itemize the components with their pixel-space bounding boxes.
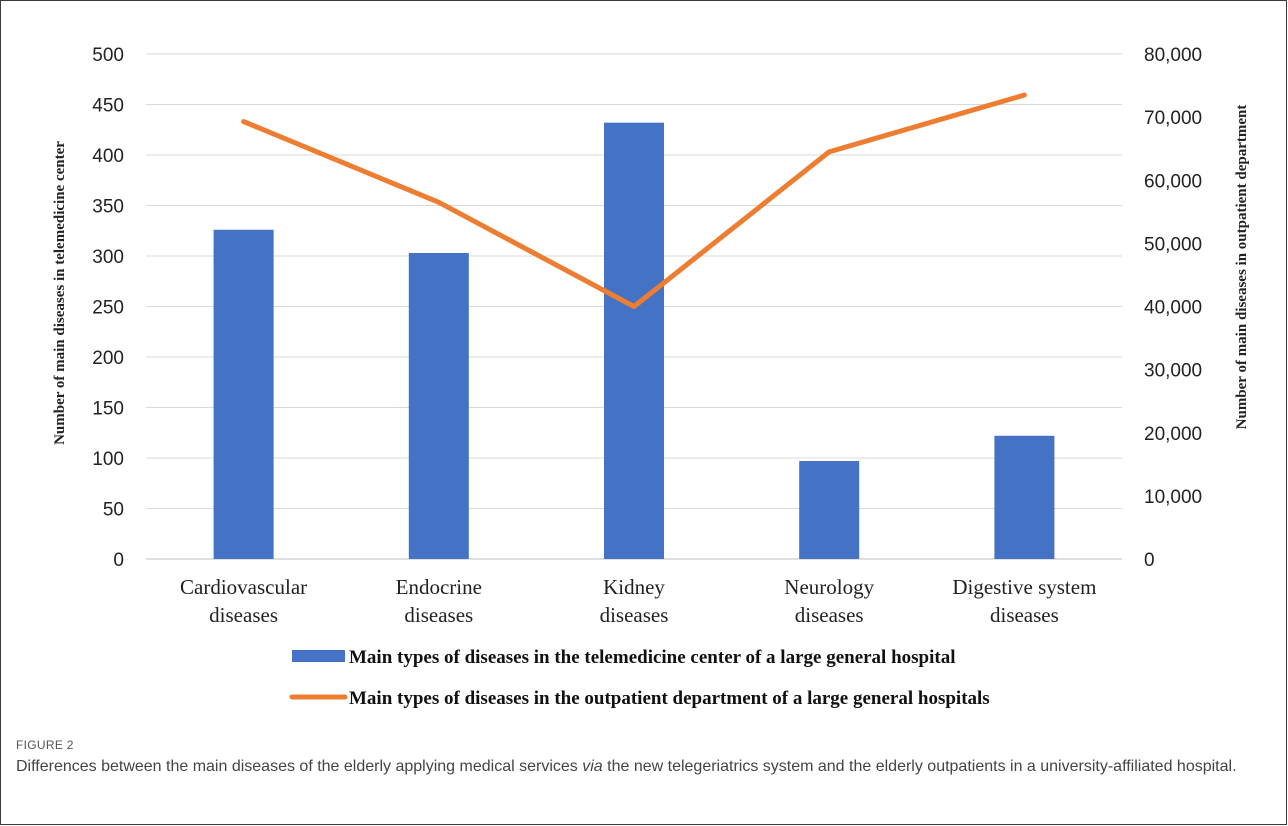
category-label: Endocrine diseases	[396, 575, 482, 627]
right-tick-label: 0	[1144, 550, 1155, 571]
category-label-line: Neurology	[784, 575, 874, 599]
category-label-line: Kidney	[603, 575, 665, 599]
bar-series	[213, 122, 1055, 560]
category-label-line: diseases	[404, 603, 473, 627]
bar	[604, 122, 664, 560]
right-tick-label: 30,000	[1144, 361, 1202, 382]
caption-text-italic: via	[582, 758, 603, 775]
legend-swatch-bar	[292, 650, 345, 662]
right-axis-title: Number of main diseases in outpatient de…	[1234, 105, 1250, 430]
right-tick-label: 10,000	[1144, 487, 1202, 508]
category-label: Digestive system diseases	[952, 575, 1096, 627]
bar	[408, 252, 469, 559]
left-tick-label: 400	[92, 146, 124, 167]
combo-chart: 0 50 100 150 200 250 300 350 400 450 500 0 10,000 20…	[52, 45, 1250, 709]
caption-text-start: Differences between the main diseases of…	[16, 758, 583, 775]
right-tick-label: 20,000	[1144, 424, 1202, 445]
right-axis-ticks: 0 10,000 20,000 30,000 40,000 50,000 60,000 70,…	[1144, 45, 1202, 571]
category-label-line: diseases	[600, 603, 669, 627]
left-axis-title: Number of main diseases in telemedicine …	[52, 141, 68, 445]
legend: Main types of diseases in the telemedici…	[289, 647, 990, 709]
left-tick-label: 0	[113, 550, 124, 571]
figure-label: FIGURE 2	[16, 738, 74, 752]
category-label-line: diseases	[209, 603, 278, 627]
legend-label-line: Main types of diseases in the outpatient…	[349, 688, 990, 709]
category-label-line: Cardiovascular	[180, 575, 307, 599]
bar	[213, 229, 274, 560]
right-tick-label: 40,000	[1144, 298, 1202, 319]
left-tick-label: 150	[92, 399, 124, 420]
category-label: Kidney diseases	[600, 575, 669, 627]
right-tick-label: 70,000	[1144, 108, 1202, 129]
right-tick-label: 80,000	[1144, 45, 1202, 66]
right-tick-label: 60,000	[1144, 171, 1202, 192]
right-tick-label: 50,000	[1144, 234, 1202, 255]
category-label-line: diseases	[795, 603, 864, 627]
left-tick-label: 300	[92, 247, 124, 268]
line-series	[241, 92, 1027, 309]
caption-text-end: the new telegeriatrics system and the el…	[602, 758, 1237, 775]
left-tick-label: 50	[103, 500, 124, 521]
category-label-line: Endocrine	[396, 575, 482, 599]
bar	[994, 435, 1055, 559]
category-label: Neurology diseases	[784, 575, 874, 627]
left-tick-label: 100	[92, 449, 124, 470]
left-tick-label: 200	[92, 348, 124, 369]
left-tick-label: 350	[92, 197, 124, 218]
category-label-line: Digestive system	[952, 575, 1096, 599]
left-tick-label: 450	[92, 96, 124, 117]
left-tick-label: 500	[92, 45, 124, 66]
legend-label-bar: Main types of diseases in the telemedici…	[349, 647, 956, 668]
category-label-line: diseases	[990, 603, 1059, 627]
figure-caption: Differences between the main diseases of…	[16, 755, 1266, 778]
left-tick-label: 250	[92, 298, 124, 319]
bar	[799, 461, 860, 559]
left-axis-ticks: 0 50 100 150 200 250 300 350 400 450 500	[92, 45, 124, 571]
category-label: Cardiovascular diseases	[180, 575, 307, 627]
